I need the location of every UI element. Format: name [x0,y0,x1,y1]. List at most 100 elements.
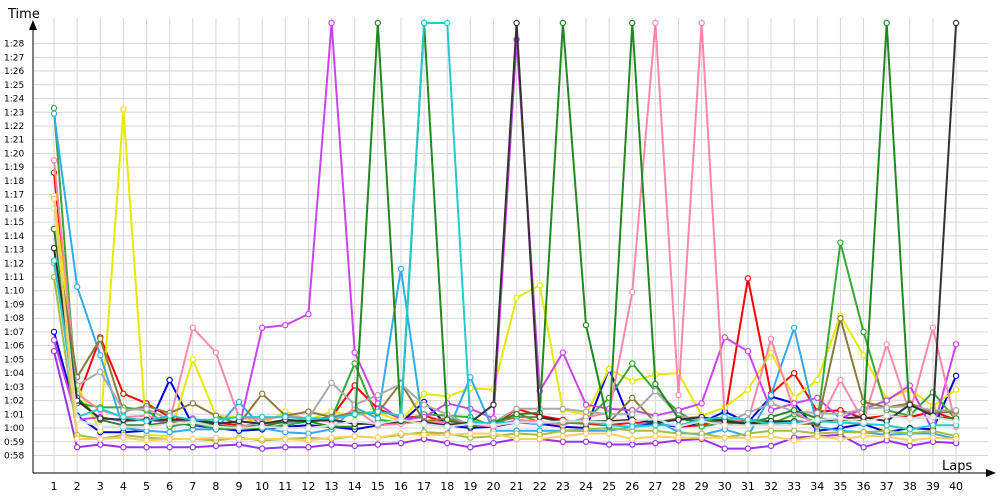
data-point [837,428,844,436]
y-tick-label: 1:27 [4,53,24,63]
x-tick-label: 8 [212,480,219,493]
x-tick-label: 39 [926,480,940,493]
data-point [97,441,104,448]
data-point [444,423,451,430]
data-point [374,391,382,399]
x-tick-label: 33 [787,480,801,493]
data-point [883,433,890,440]
data-point [50,110,58,117]
y-tick-label: 1:05 [4,355,24,365]
data-point [328,422,335,429]
data-point [952,341,960,348]
series-16 [50,195,960,444]
data-point [790,324,798,332]
data-point [721,422,728,429]
data-point [814,433,821,440]
data-point [582,417,590,425]
data-point [721,413,728,421]
data-point [97,335,104,342]
data-point [629,288,636,296]
data-point [235,413,243,421]
data-point [50,328,58,336]
data-point [652,433,659,440]
data-point [490,401,497,408]
data-point [629,417,636,425]
data-point [837,239,844,246]
data-point [906,442,914,450]
data-point [305,310,312,318]
x-tick-label: 31 [741,480,755,493]
data-point [235,435,243,443]
data-point [744,347,752,355]
x-tick-label: 10 [255,480,269,493]
data-point [559,349,567,356]
data-point [559,405,567,413]
data-point [513,430,520,437]
data-point [97,415,104,422]
x-tick-label: 17 [417,480,431,493]
data-point [837,435,844,443]
y-axis-title: Time [7,7,40,22]
x-tick-label: 19 [463,480,477,493]
data-point [559,427,567,434]
x-tick-label: 2 [74,480,81,493]
data-point [328,379,335,386]
data-point [212,423,220,430]
axes: Time Laps [7,7,996,477]
data-point [282,435,289,443]
series-line [53,228,957,427]
y-tick-label: 1:03 [4,383,24,393]
data-point [120,106,127,113]
data-point [652,422,659,429]
data-point [605,441,613,448]
data-point [143,423,150,430]
data-point [767,335,775,342]
x-tick-label: 22 [533,480,547,493]
x-tick-label: 29 [695,480,709,493]
data-point [906,401,914,408]
data-point [652,380,659,388]
data-point [906,426,914,433]
x-tick-label: 38 [903,480,917,493]
x-tick-label: 37 [880,480,894,493]
y-tick-label: 1:10 [4,287,24,297]
data-point [328,415,335,422]
y-tick-label: 0:59 [4,438,24,448]
data-point [929,427,937,434]
data-point [166,412,173,419]
data-point [258,413,266,421]
data-point [536,435,543,443]
x-tick-label: 13 [325,480,339,493]
data-point [860,352,867,359]
data-point [513,411,520,418]
data-point [929,434,937,441]
data-point [559,438,567,445]
data-point [790,369,798,377]
data-point [143,444,150,451]
data-point [189,324,196,332]
x-tick-label: 40 [949,480,963,493]
y-axis-arrow-icon [29,20,37,30]
data-point [906,437,914,444]
y-tick-label: 1:21 [4,136,24,146]
data-point [120,390,127,397]
data-point [860,433,867,440]
data-point [952,417,960,425]
data-point [97,368,104,375]
data-point [814,394,821,402]
data-point [235,424,243,432]
data-point [328,441,335,448]
data-point [97,352,104,359]
data-point [235,398,243,406]
data-point [744,275,752,282]
x-tick-label: 18 [440,480,454,493]
data-point [444,439,451,447]
data-point [120,444,127,451]
data-point [582,321,590,329]
data-point [374,415,382,422]
data-point [305,444,312,451]
data-point [860,444,867,451]
y-tick-labels: 0:58 0:59 1:00 1:01 1:02 1:03 1:04 1:05 1:06 1:07… [4,40,24,462]
data-point [467,420,474,428]
data-point [120,423,127,430]
